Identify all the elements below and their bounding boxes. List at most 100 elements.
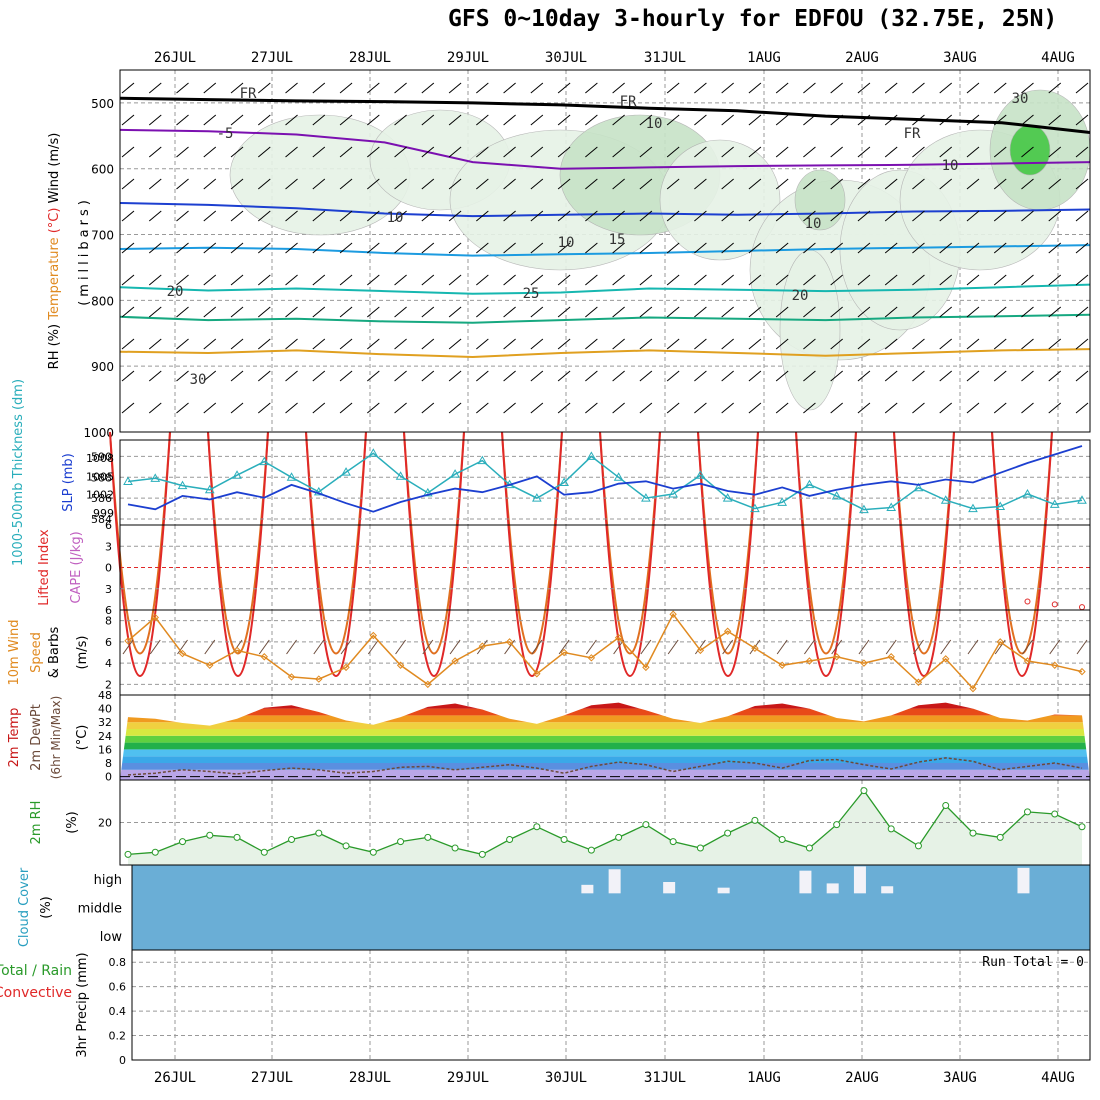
precip-axis-units: 3hr Precip (mm) xyxy=(75,952,90,1057)
wind-barb xyxy=(666,370,680,382)
contour-label: 25 xyxy=(523,286,540,302)
wind-barb xyxy=(939,402,953,414)
wind-speed-marker xyxy=(696,646,705,655)
wind-barb xyxy=(448,178,462,190)
wind-barb xyxy=(312,306,326,318)
temp-band xyxy=(120,729,1090,736)
wind-barb xyxy=(857,114,871,126)
wind-speed-marker xyxy=(1078,667,1086,676)
wind-barb xyxy=(312,210,326,222)
wind-barb xyxy=(966,178,980,190)
panel-frame xyxy=(131,949,1091,1061)
wind-barb xyxy=(694,242,707,254)
thickness-marker xyxy=(586,451,597,460)
wind-barb xyxy=(721,338,734,350)
pressure-tick-label: 800 xyxy=(91,294,114,308)
rh-point xyxy=(1078,823,1086,831)
wind-barb xyxy=(148,114,162,126)
wind-speed-marker xyxy=(233,646,241,655)
wind-barb xyxy=(639,242,653,254)
wind-axis-label-2: Speed xyxy=(29,632,44,673)
isotherm-20 xyxy=(119,283,1091,295)
wind-barb xyxy=(1075,146,1089,158)
wind-speed-marker xyxy=(969,684,977,693)
temp-tick-label: 24 xyxy=(98,730,112,743)
wind-barb xyxy=(1048,146,1062,158)
wind-barb xyxy=(394,114,407,126)
wind-barb xyxy=(748,370,762,382)
wind-barb xyxy=(530,370,544,382)
contour-label: 10 xyxy=(387,210,404,226)
temp-fill xyxy=(120,702,1090,780)
cloud-bar-high xyxy=(799,870,812,894)
wind-barb xyxy=(121,178,135,190)
wind-barb xyxy=(803,274,816,286)
wind-barb xyxy=(1075,114,1089,126)
thickness-marker xyxy=(886,502,897,512)
wind-barb xyxy=(884,306,898,318)
wind-barb xyxy=(884,210,898,222)
wind-barb xyxy=(612,338,625,350)
thickness-marker xyxy=(641,493,651,502)
dewpt-axis-label: 2m DewPt xyxy=(29,704,44,771)
wind-barb xyxy=(939,370,953,382)
wind-barb xyxy=(503,82,516,94)
date-tick-label: 2AUG xyxy=(845,50,879,66)
wind-barb xyxy=(203,82,217,94)
wind-speed-marker xyxy=(178,649,187,658)
thickness-marker xyxy=(995,501,1006,510)
wind-barb xyxy=(585,274,598,286)
wind-barb xyxy=(639,306,653,318)
thickness-slp-panel: 590 588 586 584 1008 1005 1002 999 1000-500mb Th… xyxy=(11,379,1091,566)
wind-barb xyxy=(421,114,435,126)
wind-barb xyxy=(939,306,953,318)
wind-barb xyxy=(912,146,925,158)
contour-label: 30 xyxy=(190,372,207,388)
wind-barb xyxy=(448,274,462,286)
wind-speed-marker xyxy=(587,654,596,662)
temp-axis-label: 2m Temp xyxy=(7,708,22,768)
wind-barb xyxy=(203,210,217,222)
lifted-tick-label: 3 xyxy=(105,583,112,596)
wind-barb xyxy=(176,370,189,382)
thickness-marker xyxy=(395,471,406,480)
wind-barb xyxy=(1021,178,1034,190)
lifted-index-point xyxy=(1079,604,1085,611)
wind-barb xyxy=(339,146,353,158)
wind-barb xyxy=(884,82,898,94)
wind-barb xyxy=(666,402,680,414)
temp-band xyxy=(120,722,1090,729)
slp-tick-label: 1008 xyxy=(86,452,114,465)
wind-barb xyxy=(612,210,625,222)
temp-band xyxy=(120,742,1090,750)
precip-tick-label: 0.8 xyxy=(109,956,127,969)
rh-point xyxy=(587,846,595,854)
wind-barb xyxy=(203,306,217,318)
wind-barb xyxy=(993,82,1007,94)
warm-contour xyxy=(893,431,955,677)
wind-barb xyxy=(230,338,244,350)
wind-barb xyxy=(230,242,244,254)
wind-barb xyxy=(857,306,871,318)
wind-barb xyxy=(476,402,489,414)
wind-barb xyxy=(721,242,734,254)
slp-line xyxy=(127,445,1083,513)
wind-barb xyxy=(203,274,217,286)
cross-section-ylabel: RH (%) Temperature (°C) Wind (m/s) xyxy=(47,133,62,370)
wind-barb xyxy=(476,82,489,94)
wind-barb xyxy=(612,402,625,414)
wind-barb xyxy=(148,402,162,414)
wind-barb xyxy=(966,370,980,382)
isotherm-15 xyxy=(119,244,1091,257)
warm-contour xyxy=(599,431,661,677)
thickness-marker xyxy=(341,467,351,476)
wind-barb xyxy=(366,370,380,382)
wind-barb xyxy=(366,274,380,286)
wind-barb xyxy=(448,370,462,382)
wind-barb xyxy=(940,639,952,655)
rh-point xyxy=(914,842,922,850)
wind-axis-label-3: & Barbs xyxy=(47,627,62,679)
wind-speed-marker xyxy=(151,613,159,622)
wind-barb xyxy=(912,82,925,94)
wind-barb xyxy=(803,210,816,222)
